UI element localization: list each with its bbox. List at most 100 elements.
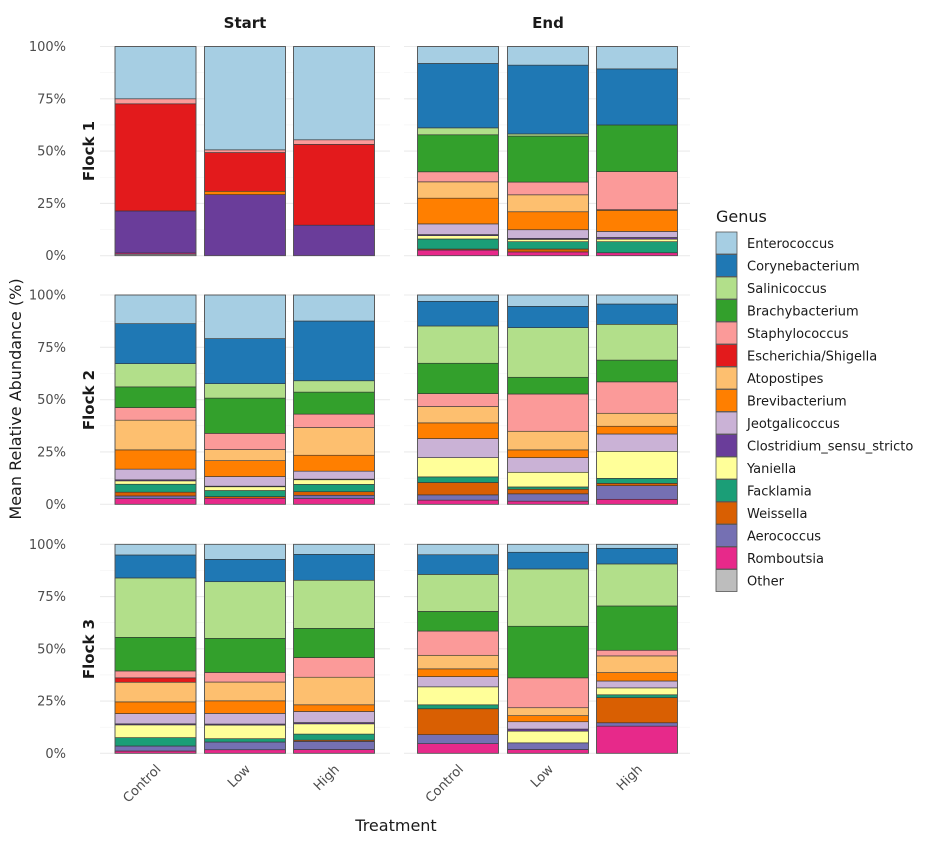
bar-segment-brachybacterium (507, 376, 589, 395)
bar-segment-brevibacterium (507, 211, 589, 231)
bar-segment-yaniella (417, 235, 499, 240)
y-tick-label: 100% (29, 289, 66, 304)
legend-swatch (715, 231, 738, 255)
legend-swatch (715, 434, 738, 457)
bar-segment-romboutsia (507, 749, 589, 754)
bar-segment-enterococcus (417, 46, 499, 64)
bar-segment-atopostipes (417, 181, 499, 199)
bar-segment-brachybacterium (417, 134, 499, 173)
bar-segment-staphylococcus (507, 393, 589, 432)
bar-segment-enterococcus (417, 543, 499, 556)
bar-segment-enterococcus (417, 294, 499, 302)
bar-segment-salinicoccus (417, 325, 499, 364)
bar-flock-3-start-low (204, 543, 286, 754)
bar-segment-atopostipes (417, 406, 499, 424)
legend-swatch (715, 299, 738, 322)
legend-swatch (715, 411, 738, 435)
bar-segment-staphylococcus (507, 677, 589, 709)
legend-item-jeotgalicoccus: Jeotgalicoccus (715, 411, 840, 435)
bar-outline (114, 543, 197, 754)
legend-label: Other (747, 575, 785, 590)
bar-segment-salinicoccus (507, 568, 589, 627)
legend-label: Corynebacterium (747, 260, 860, 275)
bar-segment-jeotgalicoccus (596, 680, 678, 689)
bar-segment-corynebacterium (204, 338, 286, 384)
bar-segment-weissella (114, 491, 197, 497)
bar-segment-romboutsia (507, 500, 589, 505)
bar-segment-enterococcus (293, 543, 375, 555)
legend-swatch (715, 524, 738, 547)
bar-segment-brachybacterium (417, 611, 499, 632)
y-tick-label: 75% (37, 590, 66, 605)
legend-item-other: Other (715, 569, 785, 592)
bar-segment-romboutsia (293, 749, 375, 754)
bar-segment-brevibacterium (596, 672, 678, 682)
bar-segment-weissella (596, 483, 678, 486)
legend-swatch (715, 254, 738, 277)
bar-segment-atopostipes (114, 419, 197, 451)
bar-segment-aerococcus (114, 495, 197, 499)
bar-flock-3-end-control (417, 543, 499, 754)
legend-label: Jeotgalicoccus (746, 417, 840, 432)
bar-segment-aerococcus (507, 493, 589, 502)
legend-label: Atopostipes (747, 372, 824, 387)
bar-segment-brevibacterium (596, 210, 678, 232)
bar-segment-jeotgalicoccus (507, 721, 589, 730)
bar-flock-3-end-low (507, 543, 589, 754)
legend-label: Facklamia (747, 485, 812, 500)
bar-flock-2-end-control (417, 294, 499, 505)
bar-segment-facklamia (417, 476, 499, 483)
y-tick-labels: 0% 25% 50% 75% 100% 0% 25% 50% 75% 100% 0% 25% 50% 75… (29, 40, 66, 762)
bar-segment-facklamia (293, 484, 375, 493)
bar-segment-brevibacterium (417, 197, 499, 225)
bar-segment-facklamia (293, 733, 375, 741)
y-axis-title: Mean Relative Abundance (%) (6, 278, 25, 519)
bar-segment-staphylococcus (293, 657, 375, 678)
facet-strips: Start End Flock 1 Flock 2 Flock 3 (80, 14, 564, 679)
legend-item-facklamia: Facklamia (715, 479, 812, 502)
bar-segment-salinicoccus (417, 127, 499, 136)
bar-segment-brachybacterium (596, 124, 678, 172)
bar-segment-romboutsia (596, 498, 678, 505)
bar-segment-aerococcus (204, 741, 286, 751)
bar-segment-escherichia-shigella (204, 152, 286, 192)
legend-item-staphylococcus: Staphylococcus (715, 321, 849, 345)
bar-segment-staphylococcus (596, 649, 678, 657)
bar-segment-staphylococcus (596, 381, 678, 414)
bar-segment-brachybacterium (596, 359, 678, 383)
bar-segment-brevibacterium (114, 701, 197, 714)
legend-item-yaniella: Yaniella (715, 456, 796, 480)
bar-segment-corynebacterium (596, 68, 678, 126)
legend-swatch (715, 479, 738, 502)
bar-segment-corynebacterium (596, 303, 678, 325)
bar-segment-jeotgalicoccus (507, 457, 589, 473)
y-tick-label: 50% (37, 145, 66, 160)
y-tick-label: 0% (45, 498, 66, 513)
bar-segment-staphylococcus (114, 407, 197, 421)
legend-item-enterococcus: Enterococcus (715, 231, 834, 255)
bar-outline (204, 543, 286, 754)
bar-outline (507, 294, 589, 505)
bar-flock-1-end-control (417, 46, 499, 257)
bar-segment-enterococcus (596, 294, 678, 305)
bar-segment-salinicoccus (293, 380, 375, 393)
bar-segment-escherichia-shigella (114, 103, 197, 212)
bar-segment-brevibacterium (507, 449, 589, 458)
bar-flock-2-end-high (596, 294, 678, 505)
legend-item-escherichia-shigella: Escherichia/Shigella (715, 344, 877, 367)
bar-segment-facklamia (204, 490, 286, 497)
bar-segment-jeotgalicoccus (596, 433, 678, 452)
bar-segment-romboutsia (417, 499, 499, 505)
col-strip-end: End (532, 14, 564, 32)
bar-segment-enterococcus (204, 46, 286, 151)
bar-segment-brevibacterium (293, 454, 375, 472)
legend-swatch (715, 321, 738, 345)
legend-swatch (715, 276, 738, 300)
bar-segment-staphylococcus (204, 433, 286, 450)
x-tick-label-control: Control (120, 762, 164, 806)
y-tick-label: 25% (37, 197, 66, 212)
bar-segment-enterococcus (507, 294, 589, 307)
y-tick-label: 0% (45, 249, 66, 264)
bar-segment-atopostipes (507, 430, 589, 451)
bar-segment-brachybacterium (596, 605, 678, 651)
